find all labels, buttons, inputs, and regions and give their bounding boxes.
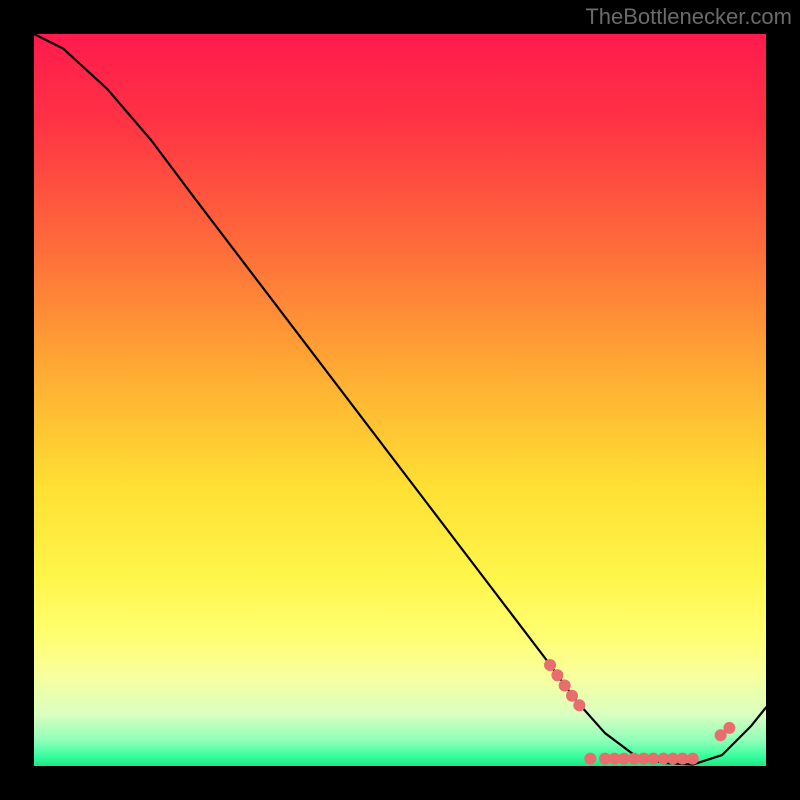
marker-point [566, 690, 578, 702]
marker-point [687, 753, 699, 765]
bottleneck-chart [0, 0, 800, 800]
marker-point [551, 669, 563, 681]
marker-point [559, 679, 571, 691]
marker-point [544, 659, 556, 671]
marker-point [573, 699, 585, 711]
marker-point [618, 753, 630, 765]
marker-point [647, 753, 659, 765]
marker-point [677, 753, 689, 765]
marker-point [723, 722, 735, 734]
chart-background [34, 34, 766, 766]
marker-point [584, 753, 596, 765]
watermark-text: TheBottlenecker.com [585, 4, 792, 30]
